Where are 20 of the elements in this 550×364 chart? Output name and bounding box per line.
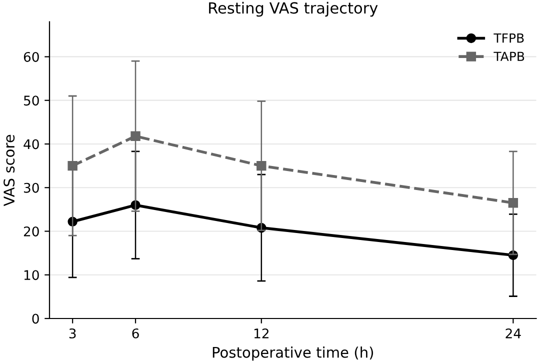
x-tick-label: 3 xyxy=(69,328,76,338)
y-tick-label: 10 xyxy=(24,270,39,280)
chart-title: Resting VAS trajectory xyxy=(209,2,378,17)
y-tick-label: 0 xyxy=(32,314,39,324)
x-tick-label: 24 xyxy=(506,328,521,338)
y-axis-title: VAS score xyxy=(4,134,15,206)
point xyxy=(508,198,518,208)
y-tick-label: 30 xyxy=(24,182,39,193)
y-tick-label: 40 xyxy=(24,139,39,150)
x-tick-label: 6 xyxy=(132,328,139,338)
y-tick-label: 60 xyxy=(24,52,39,62)
legend-label: TAPB xyxy=(494,52,524,61)
y-tick-label: 50 xyxy=(24,96,39,106)
y-tick-label: 20 xyxy=(24,226,39,236)
point xyxy=(256,160,266,171)
point xyxy=(130,131,140,142)
point xyxy=(68,160,78,171)
legend-label: TFPB xyxy=(494,33,524,43)
x-axis-title: Postoperative time (h) xyxy=(212,346,374,361)
x-tick-label: 12 xyxy=(254,328,268,338)
